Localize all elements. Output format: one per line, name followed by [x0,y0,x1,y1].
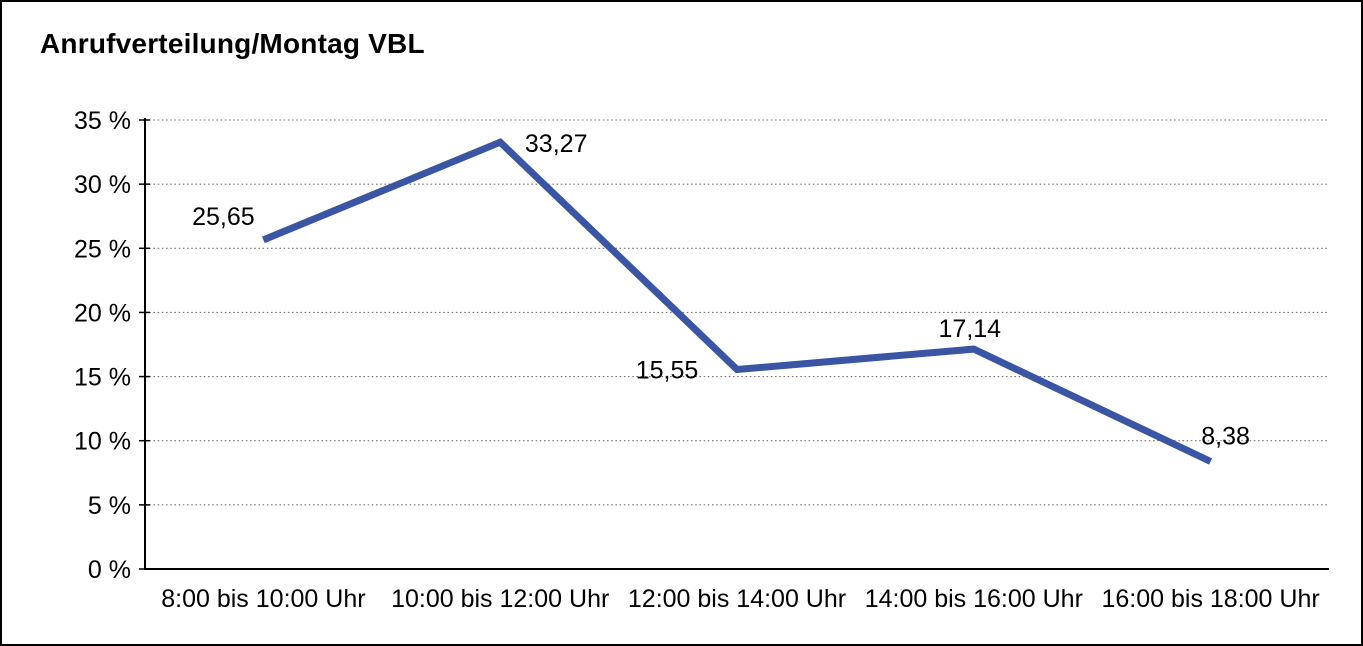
y-axis-label: 0 % [88,556,131,584]
data-label: 33,27 [525,130,588,158]
x-axis-label: 10:00 bis 12:00 Uhr [391,585,609,613]
x-axis-label: 14:00 bis 16:00 Uhr [865,585,1083,613]
y-axis-label: 15 % [74,364,131,392]
x-axis-label: 12:00 bis 14:00 Uhr [628,585,846,613]
data-line [262,138,1213,465]
data-label: 8,38 [1201,422,1250,450]
x-axis-label: 16:00 bis 18:00 Uhr [1101,585,1319,613]
data-label: 15,55 [636,357,699,385]
y-axis-label: 25 % [74,235,131,263]
y-axis-label: 20 % [74,299,131,327]
y-axis-label: 35 % [74,107,131,135]
data-label: 25,65 [192,203,255,231]
x-axis-label: 8:00 bis 10:00 Uhr [161,585,365,613]
y-axis-label: 5 % [88,492,131,520]
data-label: 17,14 [939,315,1002,343]
y-axis-label: 10 % [74,428,131,456]
chart-title: Anrufverteilung/Montag VBL [40,28,425,59]
y-axis-label: 30 % [74,171,131,199]
